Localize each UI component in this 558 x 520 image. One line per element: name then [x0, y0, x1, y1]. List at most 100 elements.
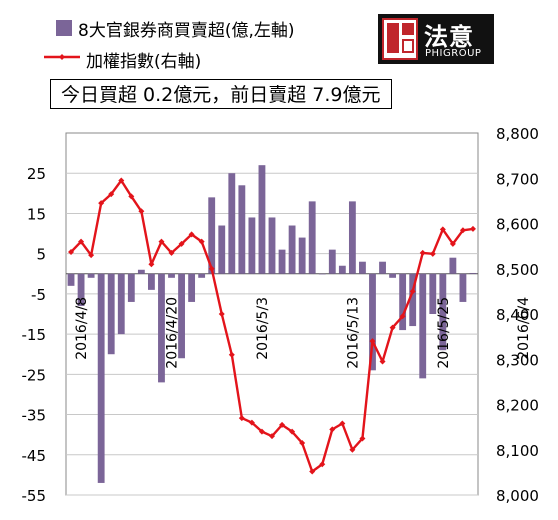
- bar: [399, 273, 407, 331]
- bar: [298, 237, 306, 274]
- bar: [369, 273, 376, 371]
- bar: [449, 257, 457, 274]
- bar: [288, 225, 296, 274]
- logo: 法意 PHIGROUP: [378, 14, 494, 64]
- bar-series: [67, 165, 477, 483]
- bar: [147, 273, 155, 290]
- line-point: [279, 421, 286, 428]
- legend-bar-label: 8大官銀券商買賣超(億,左軸): [78, 21, 295, 41]
- line-point: [319, 461, 326, 468]
- legend-line-swatch: [44, 54, 80, 60]
- line-point: [198, 238, 205, 245]
- left-axis-ticks: 25 15 5 -5 -15 -25 -35 -45 -55: [22, 165, 47, 505]
- line-point: [68, 249, 75, 256]
- bar: [87, 273, 95, 278]
- line-point: [299, 439, 306, 446]
- logo-name: 法意: [424, 23, 474, 51]
- line-point: [138, 208, 145, 215]
- date-label: 2016/5/25: [436, 297, 452, 369]
- left-tick-label: 15: [27, 205, 46, 223]
- line-point: [98, 200, 105, 207]
- summary-text: 今日買超 0.2億元，前日賣超 7.9億元: [50, 79, 392, 109]
- bar: [469, 272, 477, 274]
- bar: [97, 273, 105, 483]
- line-point: [409, 288, 416, 295]
- bar: [208, 197, 216, 274]
- bar: [278, 249, 286, 274]
- right-tick-label: 8,100: [496, 442, 539, 460]
- line-point: [469, 225, 476, 232]
- bar: [188, 273, 196, 302]
- line-point: [379, 358, 386, 365]
- date-labels: 2016/4/8 2016/4/20 2016/5/3 2016/5/13 2016/5…: [74, 297, 532, 369]
- bar: [348, 201, 356, 274]
- bar: [328, 249, 336, 274]
- bar: [248, 217, 256, 274]
- right-tick-label: 8,200: [496, 397, 539, 415]
- date-label: 2016/5/13: [345, 297, 361, 369]
- line-point: [208, 265, 215, 272]
- bar: [77, 273, 85, 306]
- bar: [67, 273, 75, 286]
- line-point: [359, 435, 366, 442]
- left-tick-label: -55: [22, 487, 47, 505]
- line-point: [188, 231, 195, 238]
- bar: [268, 217, 276, 274]
- line-point: [88, 252, 95, 259]
- line-point: [389, 324, 396, 331]
- line-point: [128, 193, 135, 200]
- right-tick-label: 8,500: [496, 261, 539, 279]
- right-tick-label: 8,400: [496, 306, 539, 324]
- line-point: [439, 226, 446, 233]
- line-point: [399, 313, 406, 320]
- right-tick-label: 8,700: [496, 170, 539, 188]
- right-axis-ticks: 8,800 8,700 8,600 8,500 8,400 8,300 8,200 8,100…: [496, 125, 539, 505]
- bar: [137, 269, 145, 274]
- bar: [158, 273, 165, 383]
- line-point: [459, 227, 466, 234]
- line-point: [369, 338, 376, 345]
- line-point: [429, 250, 436, 257]
- legend-bar-swatch: [56, 20, 72, 36]
- date-label: 2016/6/4: [516, 297, 532, 360]
- bar: [419, 273, 427, 379]
- bar: [107, 273, 115, 355]
- left-tick-label: 5: [36, 246, 46, 264]
- line-point: [339, 420, 346, 427]
- bar: [389, 273, 397, 278]
- right-tick-label: 8,000: [496, 487, 539, 505]
- line-point: [248, 419, 255, 426]
- line-point: [158, 238, 165, 245]
- right-tick-label: 8,800: [496, 125, 539, 143]
- bar: [439, 273, 447, 351]
- line-point: [118, 177, 125, 184]
- bar: [409, 273, 417, 327]
- right-tick-label: 8,600: [496, 216, 539, 234]
- line-point: [168, 249, 175, 256]
- date-label: 2016/4/8: [74, 297, 90, 360]
- line-point: [449, 240, 456, 247]
- bar: [198, 273, 206, 278]
- left-tick-label: -5: [31, 286, 46, 304]
- left-tick-label: -45: [22, 447, 47, 465]
- line-point: [148, 261, 155, 268]
- left-tick-label: 25: [27, 165, 46, 183]
- bar: [218, 225, 226, 274]
- left-tick-label: -25: [22, 366, 47, 384]
- line-point: [178, 240, 185, 247]
- line-point: [329, 426, 336, 433]
- bar: [338, 265, 346, 274]
- line-point: [349, 446, 356, 453]
- line-point: [228, 351, 235, 358]
- bar: [359, 261, 366, 274]
- bar: [168, 273, 175, 278]
- line-point: [269, 433, 275, 440]
- line-point: [258, 428, 265, 435]
- bar: [318, 273, 326, 275]
- logo-mark-icon: [382, 18, 418, 60]
- legend-line-label: 加權指數(右軸): [86, 52, 202, 72]
- right-tick-label: 8,300: [496, 351, 539, 369]
- bar: [308, 201, 316, 274]
- bar: [117, 273, 125, 335]
